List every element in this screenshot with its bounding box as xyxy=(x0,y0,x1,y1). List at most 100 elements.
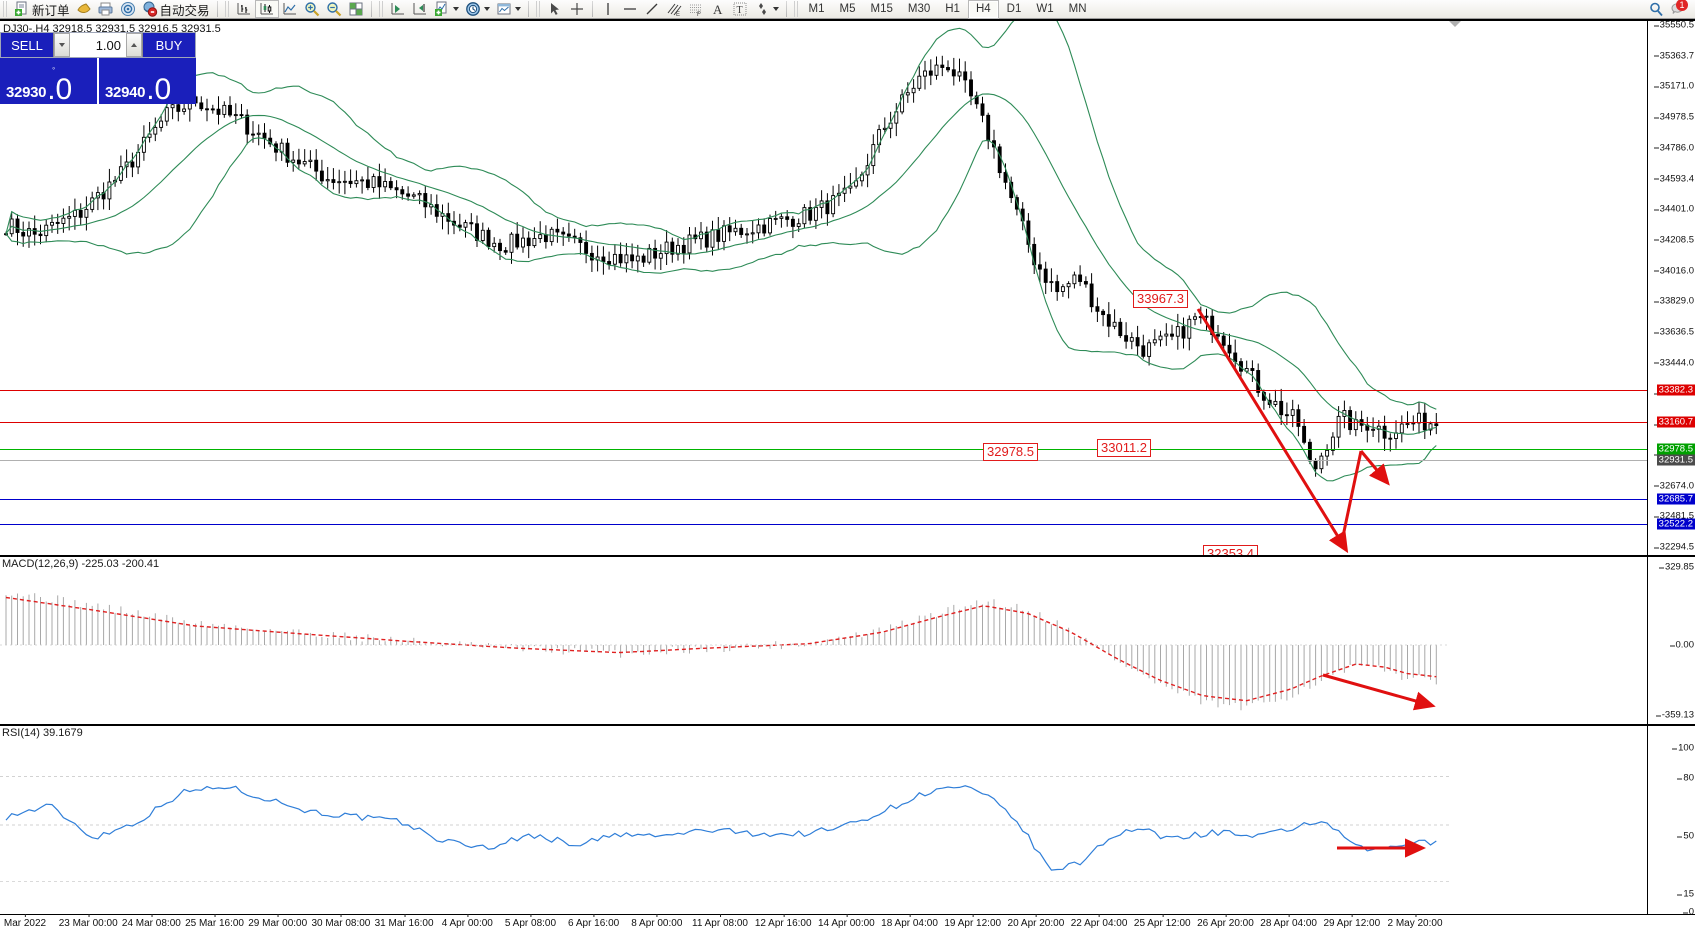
buy-price-box[interactable]: 32940 .0 xyxy=(99,58,196,106)
macd-scale[interactable]: 329.85 0.00 -359.13 xyxy=(1647,557,1695,724)
indicators-button[interactable] xyxy=(431,0,462,18)
chart-nav-handle[interactable] xyxy=(1449,21,1461,27)
rsi-plot[interactable] xyxy=(0,726,1647,914)
rsi-scale[interactable]: 100 80 50 15 0 xyxy=(1647,726,1695,918)
price-plot[interactable]: 33967.3 32978.5 33011.2 32353.4 xyxy=(0,21,1647,555)
search-button[interactable] xyxy=(1645,0,1667,18)
volume-increment-button[interactable] xyxy=(126,33,142,57)
sell-price-box[interactable]: ◦ 32930 .0 xyxy=(0,58,97,106)
chart-area[interactable]: DJ30-,H4 32918.5 32931.5 32916.5 32931.5… xyxy=(0,19,1695,937)
signals-button[interactable] xyxy=(117,0,139,18)
expert-advisor-button[interactable] xyxy=(73,0,95,18)
macd-tick-0: 329.85 xyxy=(1658,561,1694,573)
macd-down-arrow xyxy=(1322,673,1436,711)
level-32522-line[interactable] xyxy=(0,524,1647,525)
sell-button[interactable]: SELL xyxy=(1,33,53,57)
zoom-in-button[interactable] xyxy=(301,0,323,18)
new-order-button[interactable]: 新订单 xyxy=(11,0,73,18)
line-chart-button[interactable] xyxy=(279,0,301,18)
trendline-button[interactable] xyxy=(641,0,663,18)
volume-value[interactable]: 1.00 xyxy=(70,33,126,57)
candlestick-chart-button[interactable] xyxy=(254,0,279,18)
level-32978-line[interactable] xyxy=(0,449,1647,450)
horizontal-line-button[interactable] xyxy=(619,0,641,18)
level-32978-label: 32978.5 xyxy=(1656,443,1695,455)
toolbar-grip-2[interactable] xyxy=(224,1,230,17)
crosshair-button[interactable] xyxy=(566,0,588,18)
chevron-down-icon-4[interactable] xyxy=(772,7,779,11)
fibonacci-button[interactable]: F xyxy=(685,0,707,18)
price-scale[interactable]: 35550.5 35363.7 35171.0 34978.5 34786.0 34593… xyxy=(1647,20,1695,555)
timeframe-m1[interactable]: M1 xyxy=(808,2,825,15)
toolbar-separator-2 xyxy=(370,1,372,17)
toolbar-grip[interactable] xyxy=(3,1,8,17)
svg-text:F: F xyxy=(697,12,701,17)
timeframe-m5[interactable]: M5 xyxy=(839,2,856,15)
toolbar-grip-3[interactable] xyxy=(378,1,384,17)
time-tick-10: 8 Apr 00:00 xyxy=(631,914,683,929)
chevron-down-icon[interactable] xyxy=(452,7,459,11)
rsi-tick-4: 0 xyxy=(1682,906,1694,918)
equidistant-channel-button[interactable]: E xyxy=(663,0,685,18)
printer-button[interactable] xyxy=(95,0,117,18)
timeframe-mn[interactable]: MN xyxy=(1068,2,1087,15)
text-label-button[interactable]: T xyxy=(729,0,751,18)
autotrading-button[interactable]: 自动交易 xyxy=(139,0,213,18)
toolbar-grip-5[interactable] xyxy=(793,1,799,17)
one-click-trading-panel[interactable]: SELL 1.00 BUY ◦ 32930 .0 32940 .0 xyxy=(0,32,196,107)
price-chart-svg xyxy=(4,21,1439,482)
sell-price-dec: .0 xyxy=(47,73,73,106)
toolbar-grip-4[interactable] xyxy=(535,1,541,17)
time-tick-7: 4 Apr 00:00 xyxy=(441,914,493,929)
zoom-out-button[interactable] xyxy=(323,0,345,18)
level-32685-line[interactable] xyxy=(0,499,1647,500)
data-window-button[interactable] xyxy=(345,0,367,18)
chevron-down-icon-3[interactable] xyxy=(514,7,521,11)
templates-button[interactable] xyxy=(493,0,524,18)
chart-shift-button[interactable] xyxy=(409,0,431,18)
rsi-pane[interactable]: RSI(14) 39.1679 100 80 50 15 0 xyxy=(0,724,1695,918)
toolbar-separator-3 xyxy=(527,1,529,17)
sell-price-int: 32930 xyxy=(6,84,47,101)
macd-pane[interactable]: MACD(12,26,9) -225.03 -200.41 329.85 0.00… xyxy=(0,555,1695,724)
time-tick-20: 28 Apr 04:00 xyxy=(1260,914,1317,929)
new-order-icon xyxy=(14,1,30,17)
cursor-button[interactable] xyxy=(544,0,566,18)
period-button[interactable] xyxy=(462,0,493,18)
text-button[interactable]: A xyxy=(707,0,729,18)
shapes-button[interactable] xyxy=(751,0,782,18)
price-tick-9: 33829.0 xyxy=(1653,295,1694,307)
price-tick-15: 32674.0 xyxy=(1653,480,1694,492)
volume-stepper[interactable]: 1.00 xyxy=(53,33,143,57)
timeframe-m30[interactable]: M30 xyxy=(907,2,931,15)
macd-plot[interactable] xyxy=(0,557,1647,724)
annot-32978[interactable]: 32978.5 xyxy=(983,443,1038,461)
annot-32353[interactable]: 32353.4 xyxy=(1203,545,1258,555)
timeframe-h4[interactable]: H4 xyxy=(967,0,999,19)
timeframe-d1[interactable]: D1 xyxy=(1006,2,1022,15)
chevron-down-icon-2[interactable] xyxy=(483,7,490,11)
alerts-button[interactable]: 1 xyxy=(1667,0,1689,18)
level-33382-line[interactable] xyxy=(0,390,1647,391)
price-pane[interactable]: DJ30-,H4 32918.5 32931.5 32916.5 32931.5… xyxy=(0,19,1695,555)
bar-chart-button[interactable] xyxy=(233,0,255,18)
buy-button[interactable]: BUY xyxy=(143,33,195,57)
vertical-line-button[interactable] xyxy=(597,0,619,18)
time-tick-21: 29 Apr 12:00 xyxy=(1323,914,1381,929)
scroll-end-button[interactable] xyxy=(387,0,409,18)
macd-tick-1: 0.00 xyxy=(1669,639,1694,651)
buy-price-int: 32940 xyxy=(105,84,146,101)
annot-33011[interactable]: 33011.2 xyxy=(1097,439,1152,457)
macd-label: MACD(12,26,9) -225.03 -200.41 xyxy=(2,558,160,570)
volume-decrement-button[interactable] xyxy=(54,33,70,57)
level-33160-line[interactable] xyxy=(0,422,1647,423)
time-tick-19: 26 Apr 20:00 xyxy=(1197,914,1254,929)
timeframe-w1[interactable]: W1 xyxy=(1036,2,1054,15)
period-icon xyxy=(465,1,481,17)
timeframe-h1[interactable]: H1 xyxy=(945,2,960,15)
buy-price-dec: .0 xyxy=(146,73,172,106)
time-axis[interactable]: Mar 2022 23 Mar 00:00 24 Mar 08:00 25 Mar 1… xyxy=(0,914,1695,937)
annot-33967[interactable]: 33967.3 xyxy=(1133,290,1188,308)
timeframe-m15[interactable]: M15 xyxy=(870,2,893,15)
level-bid-line[interactable] xyxy=(0,460,1647,461)
